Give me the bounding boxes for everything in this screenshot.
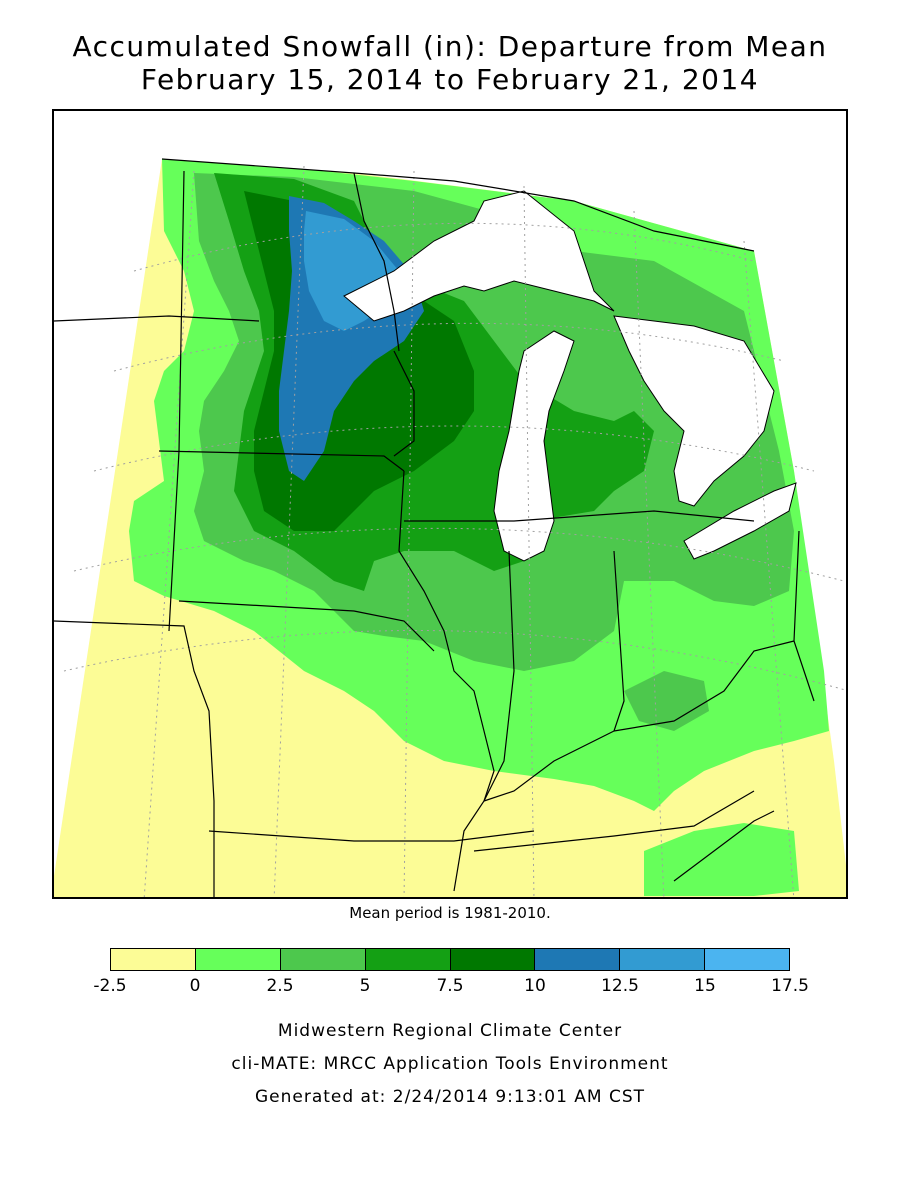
legend-tick-label: 2.5 [266,976,294,996]
legend-swatch-5 [535,949,621,970]
legend-swatch-2 [280,949,366,970]
lake-huron [613,315,775,507]
footer-generated-at: Generated at: 2/24/2014 9:13:01 AM CST [254,1087,646,1107]
region-band-2.5-5-ohio [624,671,709,731]
graticule [63,165,846,897]
legend-swatch-1 [195,949,281,970]
legend-tick-label: 5 [359,976,371,996]
legend-swatch-6 [620,949,706,970]
legend-tick-label: 15 [694,976,716,996]
mean-period-note: Mean period is 1981-2010. [349,904,551,922]
legend-tick-label: 0 [189,976,201,996]
lake-michigan [493,330,575,562]
lake-erie [683,482,797,560]
legend-tick-label: 17.5 [771,976,809,996]
legend-swatch-3 [365,949,451,970]
footer-tool-name: cli-MATE: MRCC Application Tools Environ… [231,1054,669,1074]
legend-tick-label: 12.5 [601,976,639,996]
footer-organization: Midwestern Regional Climate Center [277,1021,623,1041]
snowfall-map [52,109,848,899]
map-svg [54,158,846,897]
region-band-0-2.5-south [644,823,799,896]
legend-tick-label: 7.5 [436,976,464,996]
map-title: Accumulated Snowfall (in): Departure fro… [72,30,828,63]
legend-tick-labels: -2.5 0 2.5 5 7.5 10 12.5 15 17.5 [93,976,809,1000]
legend-swatch-7 [705,949,789,970]
color-legend [110,948,790,971]
legend-swatch-4 [450,949,536,970]
map-date-range: February 15, 2014 to February 21, 2014 [140,63,760,96]
legend-swatch-0 [111,949,196,970]
legend-tick-label: 10 [524,976,546,996]
lake-superior [343,190,615,322]
legend-tick-label: -2.5 [93,976,127,996]
state-borders [54,158,815,897]
